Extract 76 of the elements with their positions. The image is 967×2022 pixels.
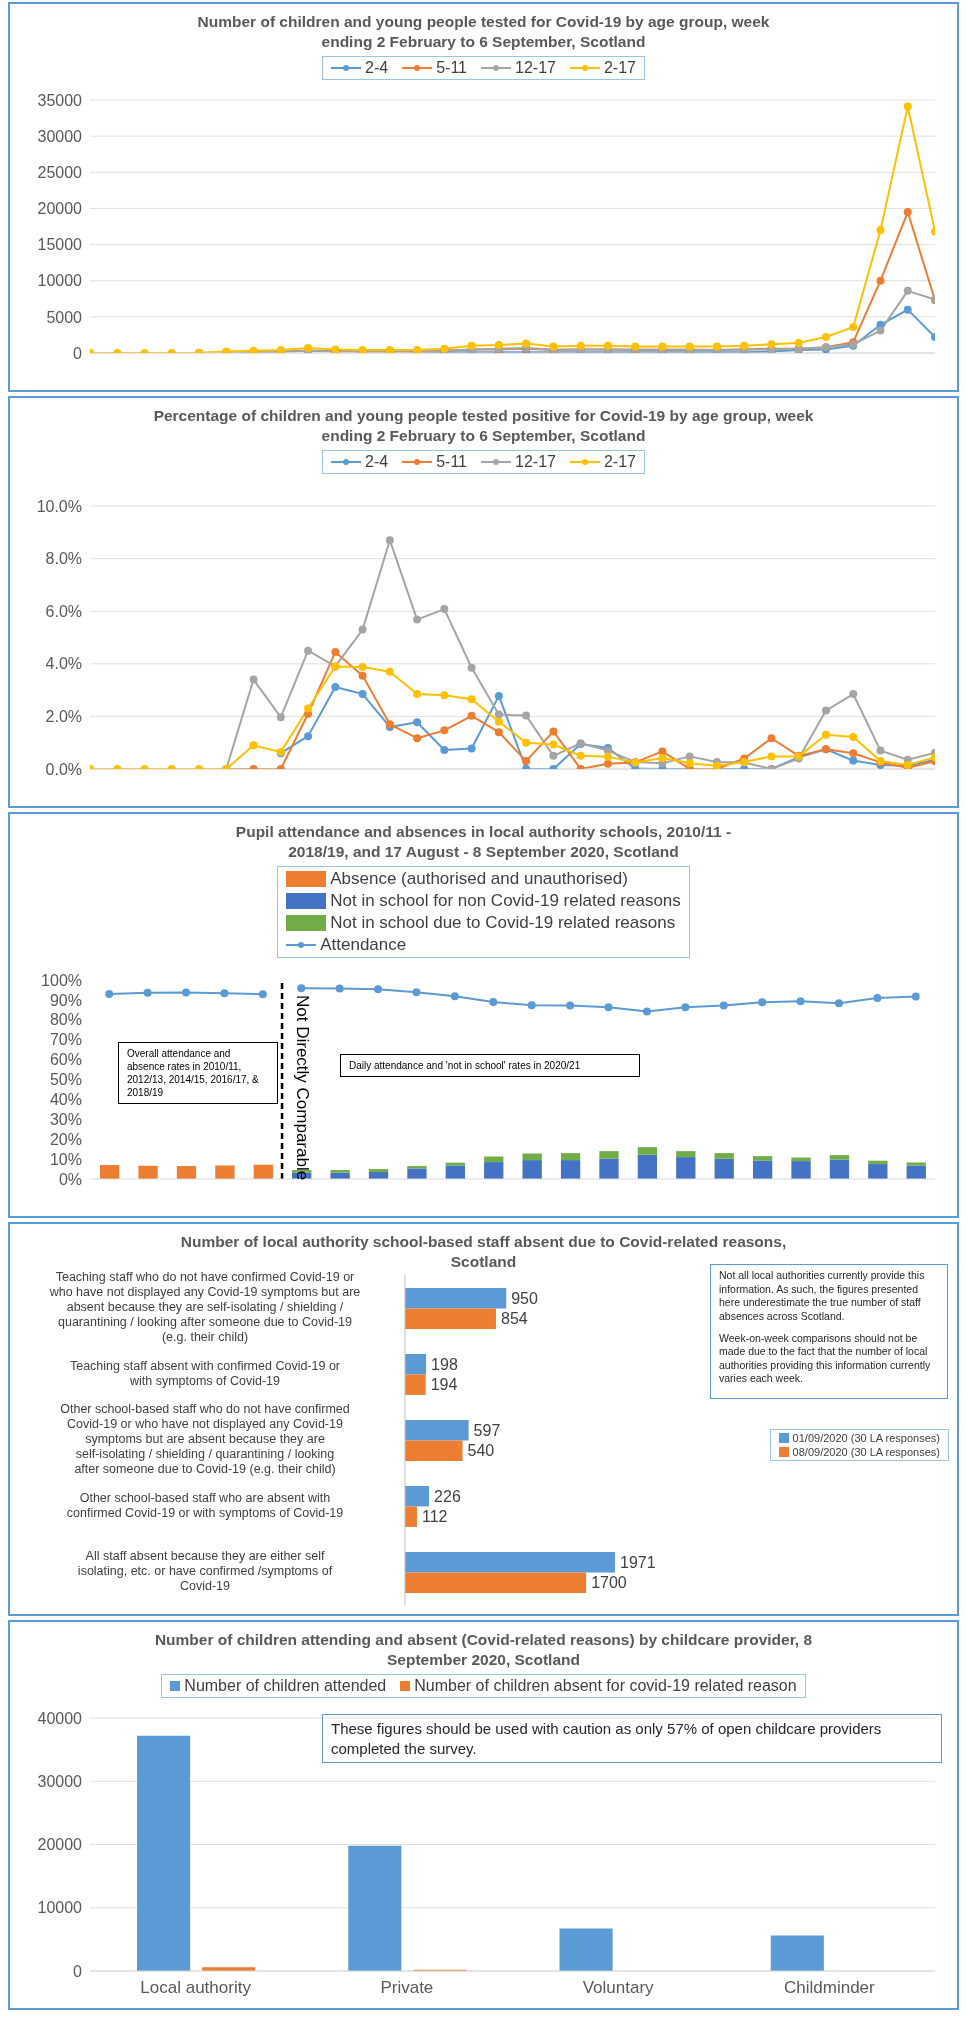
y-tick-label: 30000 [37, 1772, 83, 1790]
y-tick-label: 6.0% [45, 602, 82, 620]
y-tick-label: Teaching staff who do not have confirmed Covid-19 or who have not displayed any Covid-19 symptoms but are absent because they are self-isolating / shielding / quarantining / looking after someone due to Covid-19 (e.g. their child) [48, 1270, 361, 1345]
x-tick-label: Private [380, 1978, 434, 1997]
data-label: 226 [434, 1487, 461, 1505]
y-tick-label: 40% [49, 1091, 82, 1109]
x-tick-label: Local authority [140, 1978, 252, 1997]
data-label: 112 [421, 1508, 448, 1526]
y-tick-label: Other school-based staff who do not have confirmed Covid-19 or who have not displayed any Covid-19 symptoms but are absent because they are self-isolating / shielding / quarantining / looking after someone due to Covid-19 (e.g. their child) [60, 1402, 350, 1477]
y-tick-label: 2.0% [45, 708, 82, 726]
y-tick-label: 5000 [46, 308, 83, 326]
legend-label: Number of children absent for covid-19 related reason [414, 1677, 797, 1695]
y-tick-label: 0 [73, 344, 83, 362]
legend-label: Absence (authorised and unauthorised) [330, 869, 628, 889]
text: Not all local authorities currently provide this information. As such, the figures presented here underestimate the true number of staff absences across Scotland. [719, 1269, 926, 1324]
y-tick-label: All staff absent because they are either self isolating, etc. or have confirmed /symptoms of Covid-19 [77, 1549, 333, 1594]
y-tick-label: 100% [41, 971, 82, 989]
y-tick-label: 80% [49, 1011, 82, 1029]
legend-label: 08/09/2020 (30 LA responses) [792, 1446, 940, 1458]
y-tick-label: 25000 [37, 163, 83, 181]
chart-title: Percentage of children and young people tested positive for Covid-19 by age group, week ending 2 February to 6 September, Scotland [152, 406, 815, 446]
y-tick-label: 20000 [37, 200, 83, 218]
data-label: 194 [430, 1376, 458, 1394]
legend-label: Not in school for non Covid-19 related reasons [330, 891, 681, 911]
legend-label: Not in school due to Covid-19 related reasons [330, 913, 676, 933]
annotation: Daily attendance and 'not in school' rates in 2020/21 [349, 1059, 582, 1072]
data-label: 854 [500, 1310, 528, 1328]
legend-label: 2-4 [365, 59, 389, 77]
y-tick-label: 4.0% [45, 655, 82, 673]
legend-label: 12-17 [515, 453, 556, 471]
x-tick-label: Childminder [784, 1978, 876, 1997]
y-tick-label: 40000 [37, 1709, 83, 1727]
legend-label: 5-11 [436, 59, 467, 77]
y-tick-label: 10000 [37, 1899, 83, 1917]
text: Week-on-week comparisons should not be made due to the fact that the number of local authorities providing this information currently varies each week. [719, 1331, 932, 1387]
y-tick-label: 0 [73, 1962, 83, 1980]
legend-label: Number of children attended [184, 1677, 387, 1695]
chart-title: Pupil attendance and absences in local authority schools, 2010/11 - 2018/19, and 17 August - 8 September 2020, Scotland [234, 822, 733, 862]
data-label: 950 [511, 1289, 539, 1307]
data-label: 1700 [591, 1574, 627, 1592]
data-label: 597 [473, 1421, 501, 1439]
legend-label: 12-17 [515, 59, 556, 77]
y-tick-label: 70% [49, 1031, 82, 1049]
data-label: 1971 [620, 1553, 656, 1571]
chart-title: Number of children attending and absent (Covid-related reasons) by childcare provider, 8 September 2020, Scotland [153, 1630, 814, 1670]
y-tick-label: 10% [49, 1150, 82, 1168]
legend-label: 5-11 [436, 453, 467, 471]
legend-label: 2-17 [603, 453, 636, 471]
y-tick-label: 20000 [37, 1836, 83, 1854]
legend-label: 2-4 [365, 453, 389, 471]
y-tick-label: Other school-based staff who are absent with confirmed Covid-19 or with symptoms of Covid-19 [66, 1490, 344, 1520]
annotation: Overall attendance and absence rates in 2010/11, 2012/13, 2014/15, 2016/17, & 2018/19 [127, 1047, 260, 1099]
legend-label: 2-17 [603, 59, 636, 77]
y-tick-label: 15000 [37, 236, 83, 254]
annotation: Not Directly Comparable [292, 995, 312, 1181]
chart-title: Number of local authority school-based staff absent due to Covid-related reasons, Scotland [180, 1233, 787, 1270]
legend-label: 01/09/2020 (30 LA responses) [792, 1432, 940, 1444]
y-tick-label: 0.0% [45, 760, 82, 778]
y-tick-label: 30% [49, 1110, 82, 1128]
y-tick-label: 50% [49, 1071, 82, 1089]
chart-title: Number of children and young people tested for Covid-19 by age group, week ending 2 February to 6 September, Scotland [196, 12, 771, 52]
y-tick-label: 20% [49, 1130, 82, 1148]
y-tick-label: 30000 [37, 127, 83, 145]
y-tick-label: 60% [49, 1051, 82, 1069]
y-tick-label: 10000 [37, 272, 83, 290]
data-label: 540 [467, 1442, 495, 1460]
y-tick-label: 35000 [37, 91, 83, 109]
y-tick-label: 8.0% [45, 550, 82, 568]
y-tick-label: 90% [49, 991, 82, 1009]
y-tick-label: Teaching staff absent with confirmed Covid-19 or with symptoms of Covid-19 [69, 1358, 341, 1388]
x-tick-label: Voluntary [582, 1978, 655, 1997]
annotation: These figures should be used with caution as only 57% of open childcare providers completed the survey. [331, 1719, 883, 1758]
y-tick-label: 10.0% [36, 497, 82, 515]
y-tick-label: 0% [58, 1170, 82, 1188]
legend-label: Attendance [320, 935, 407, 955]
data-label: 198 [431, 1355, 458, 1373]
